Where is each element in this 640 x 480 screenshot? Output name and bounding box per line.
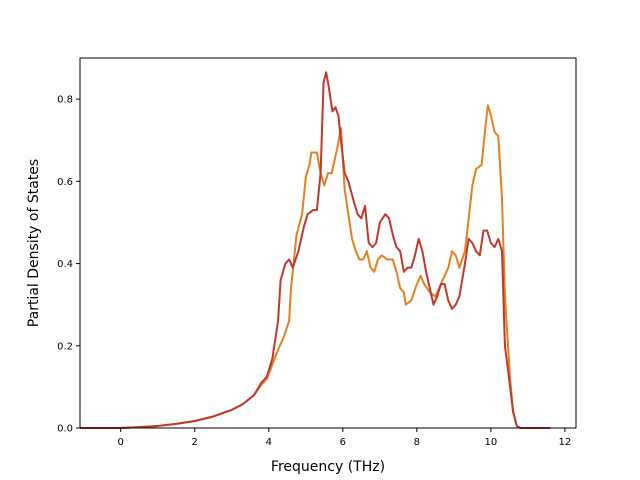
y-axis: 0.0 0.2 0.4 0.6 0.8 (57, 95, 80, 435)
x-tick-label: 0 (118, 437, 124, 448)
x-axis-title: Frequency (THz) (271, 459, 385, 475)
series-line-1 (80, 104, 551, 429)
x-tick-label: 2 (192, 437, 198, 448)
x-tick-label: 8 (414, 437, 420, 448)
y-tick-label: 0.4 (57, 259, 73, 270)
y-tick-label: 0.0 (57, 424, 73, 435)
x-tick-label: 10 (484, 437, 497, 448)
x-axis: 0 2 4 6 8 10 12 (118, 428, 572, 448)
x-tick-label: 6 (340, 437, 346, 448)
series-line-2 (80, 71, 551, 429)
y-tick-label: 0.2 (57, 341, 73, 352)
y-axis-title: Partial Density of States (26, 159, 42, 327)
x-tick-label: 12 (559, 437, 572, 448)
series-layer (80, 71, 551, 429)
plot-frame (79, 57, 577, 429)
x-tick-label: 4 (266, 437, 272, 448)
y-tick-label: 0.8 (57, 95, 73, 106)
y-tick-label: 0.6 (57, 177, 73, 188)
